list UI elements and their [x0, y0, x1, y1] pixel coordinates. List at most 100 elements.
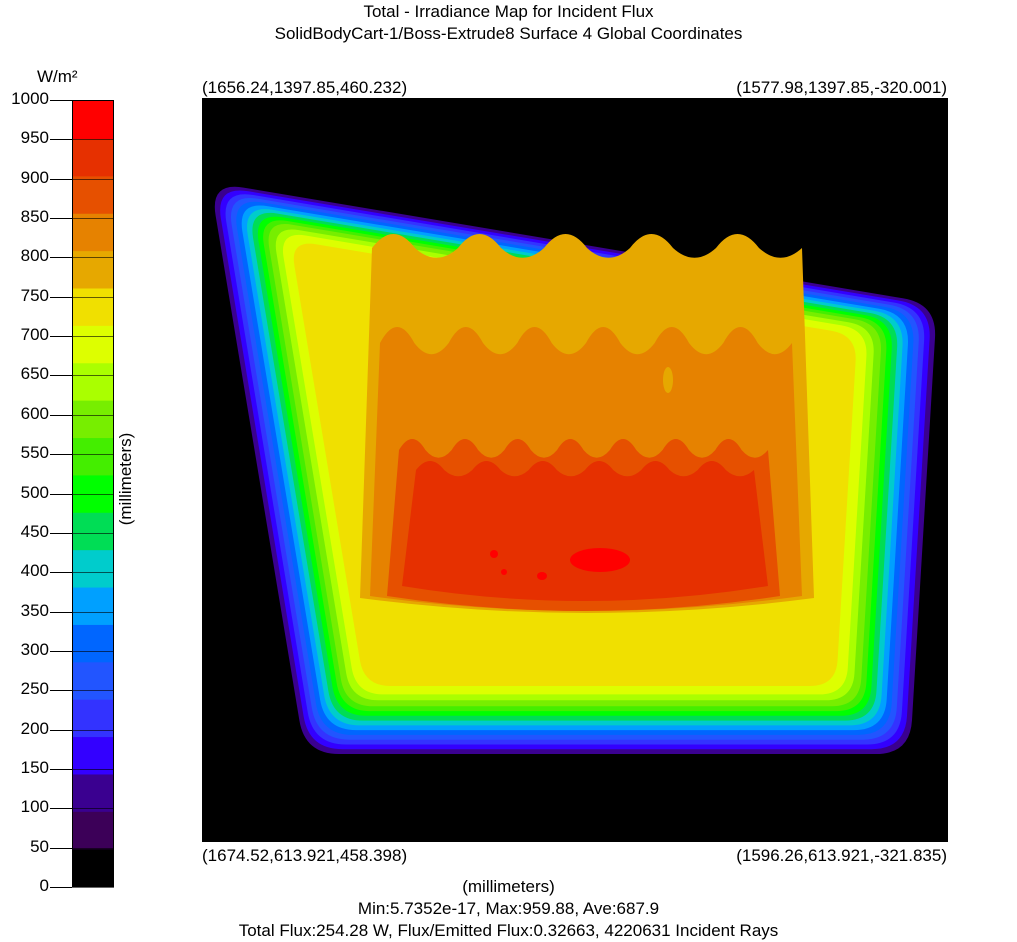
flux-summary: Total Flux:254.28 W, Flux/Emitted Flux:0… — [238, 921, 779, 940]
colorbar-band — [73, 250, 113, 289]
corner-label-top-left: (1656.24,1397.85,460.232) — [202, 78, 408, 97]
colorbar-tick-label: 0 — [39, 876, 49, 895]
corner-label-bottom-left: (1674.52,613.921,458.398) — [202, 846, 408, 865]
colorbar-band — [73, 101, 113, 139]
colorbar-tick-label: 500 — [20, 482, 49, 502]
colorbar-band — [73, 736, 113, 775]
colorbar-divider — [72, 808, 114, 809]
hot-spot — [663, 367, 673, 393]
colorbar-divider — [72, 100, 114, 101]
colorbar-tick-label: 400 — [20, 561, 49, 581]
colorbar-tick-label: 450 — [20, 521, 49, 541]
colorbar-band — [73, 512, 113, 551]
colorbar-divider — [72, 887, 114, 888]
colorbar-tick-label: 100 — [20, 797, 49, 817]
colorbar-ticks: 1000 950 900 850 800 750 700 650 600 550 500 450 400… — [0, 0, 114, 942]
colorbar-tick-label: 300 — [20, 639, 49, 659]
contour-band — [402, 461, 768, 601]
colorbar-tick-mark — [50, 336, 72, 337]
colorbar-tick-mark — [50, 415, 72, 416]
colorbar-band — [73, 848, 113, 886]
colorbar-tick-mark — [50, 808, 72, 809]
colorbar-tick-mark — [50, 612, 72, 613]
colorbar-band — [73, 175, 113, 214]
colorbar-divider — [72, 179, 114, 180]
colorbar-tick-mark — [50, 730, 72, 731]
colorbar-tick-mark — [50, 139, 72, 140]
irradiance-map-svg — [214, 186, 936, 754]
hot-spot — [537, 572, 547, 580]
colorbar-band — [73, 661, 113, 700]
colorbar-divider — [72, 533, 114, 534]
colorbar-tick-mark — [50, 769, 72, 770]
colorbar-band — [73, 138, 113, 177]
colorbar-divider — [72, 218, 114, 219]
colorbar-tick-label: 900 — [20, 167, 49, 187]
colorbar-tick-mark — [50, 100, 72, 101]
colorbar-tick-mark — [50, 690, 72, 691]
colorbar-tick-mark — [50, 297, 72, 298]
colorbar-band — [73, 325, 113, 364]
colorbar-divider — [72, 612, 114, 613]
colorbar-tick-label: 650 — [20, 364, 49, 384]
colorbar — [72, 100, 114, 887]
colorbar-divider — [72, 769, 114, 770]
colorbar-tick-mark — [50, 375, 72, 376]
colorbar-divider — [72, 336, 114, 337]
colorbar-divider — [72, 690, 114, 691]
colorbar-tick-mark — [50, 887, 72, 888]
colorbar-tick-label: 800 — [20, 246, 49, 266]
colorbar-tick-label: 150 — [20, 757, 49, 777]
colorbar-band — [73, 437, 113, 476]
colorbar-divider — [72, 651, 114, 652]
colorbar-bands — [73, 101, 113, 886]
colorbar-tick-label: 700 — [20, 325, 49, 345]
hot-spot — [490, 550, 498, 558]
colorbar-band — [73, 474, 113, 513]
colorbar-tick-label: 550 — [20, 443, 49, 463]
x-axis-label: (millimeters) — [462, 877, 555, 896]
y-axis-label: (millimeters) — [116, 432, 135, 526]
colorbar-tick-label: 200 — [20, 718, 49, 738]
colorbar-divider — [72, 375, 114, 376]
colorbar-tick-mark — [50, 533, 72, 534]
colorbar-band — [73, 624, 113, 663]
colorbar-band — [73, 811, 113, 850]
colorbar-divider — [72, 572, 114, 573]
corner-label-top-right: (1577.98,1397.85,-320.001) — [736, 78, 947, 97]
colorbar-band — [73, 213, 113, 252]
chart-title: Total - Irradiance Map for Incident Flux — [363, 2, 654, 21]
colorbar-tick-label: 750 — [20, 285, 49, 305]
colorbar-band — [73, 549, 113, 588]
colorbar-tick-label: 950 — [20, 128, 49, 148]
colorbar-divider — [72, 494, 114, 495]
colorbar-tick-mark — [50, 179, 72, 180]
colorbar-tick-mark — [50, 257, 72, 258]
colorbar-band — [73, 287, 113, 326]
colorbar-divider — [72, 257, 114, 258]
colorbar-tick-label: 850 — [20, 207, 49, 227]
chart-subtitle: SolidBodyCart-1/Boss-Extrude8 Surface 4 … — [274, 24, 743, 43]
colorbar-divider — [72, 415, 114, 416]
colorbar-divider — [72, 139, 114, 140]
colorbar-tick-label: 600 — [20, 403, 49, 423]
hot-spot — [570, 548, 630, 572]
colorbar-tick-label: 250 — [20, 679, 49, 699]
colorbar-tick-label: 350 — [20, 600, 49, 620]
colorbar-divider — [72, 730, 114, 731]
colorbar-band — [73, 362, 113, 401]
colorbar-band — [73, 586, 113, 625]
colorbar-divider — [72, 297, 114, 298]
colorbar-tick-label: 50 — [30, 836, 49, 856]
colorbar-band — [73, 773, 113, 812]
stats-summary: Min:5.7352e-17, Max:959.88, Ave:687.9 — [357, 899, 660, 918]
colorbar-tick-mark — [50, 572, 72, 573]
colorbar-tick-mark — [50, 218, 72, 219]
irradiance-map — [202, 98, 948, 842]
colorbar-tick-label: 1000 — [11, 89, 49, 108]
colorbar-tick-mark — [50, 848, 72, 849]
colorbar-tick-mark — [50, 454, 72, 455]
colorbar-tick-mark — [50, 494, 72, 495]
hot-spot — [501, 569, 507, 575]
colorbar-tick-mark — [50, 651, 72, 652]
